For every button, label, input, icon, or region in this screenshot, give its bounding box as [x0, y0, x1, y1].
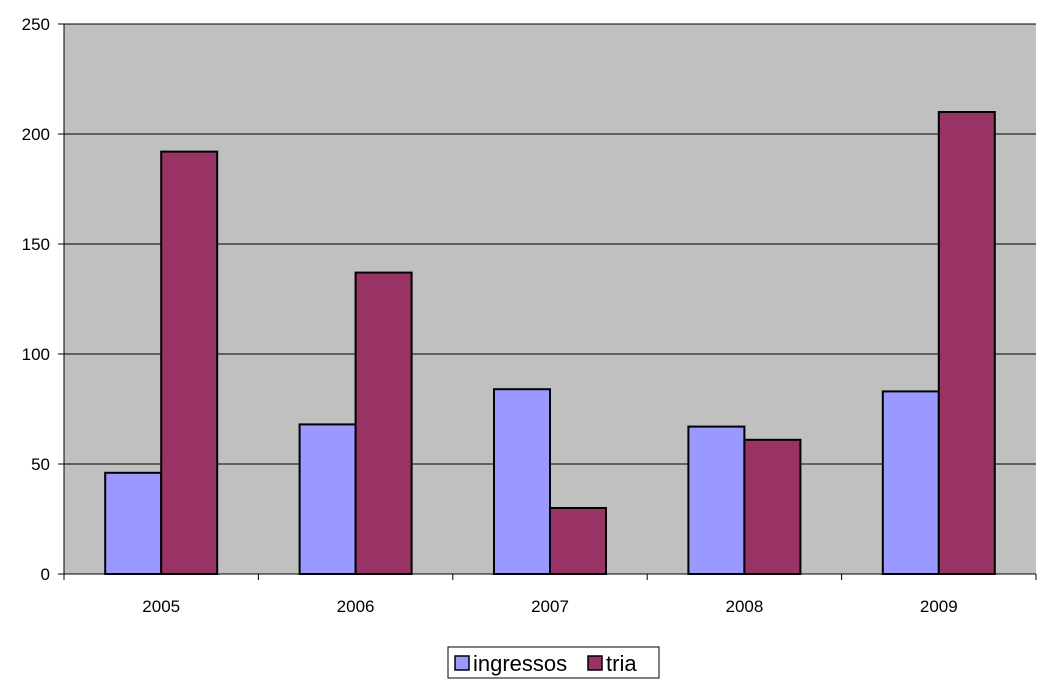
- bar-ingressos-2006: [300, 424, 356, 574]
- bar-tria-2006: [356, 273, 412, 574]
- x-tick-label: 2005: [142, 597, 180, 616]
- y-tick-label: 0: [41, 565, 50, 584]
- legend-label-ingressos: ingressos: [473, 651, 567, 676]
- bar-tria-2009: [939, 112, 995, 574]
- legend-swatch-ingressos: [455, 656, 469, 670]
- x-tick-label: 2009: [920, 597, 958, 616]
- x-tick-label: 2006: [337, 597, 375, 616]
- bar-ingressos-2005: [105, 473, 161, 574]
- y-tick-label: 250: [22, 15, 50, 34]
- legend-swatch-tria: [588, 656, 602, 670]
- y-tick-label: 200: [22, 125, 50, 144]
- bar-tria-2008: [744, 440, 800, 574]
- y-tick-label: 100: [22, 345, 50, 364]
- x-tick-label: 2008: [725, 597, 763, 616]
- bar-ingressos-2007: [494, 389, 550, 574]
- y-axis-tick-labels: 0 50 100 150 200 250: [22, 15, 50, 584]
- bar-ingressos-2008: [688, 427, 744, 574]
- bar-ingressos-2009: [883, 391, 939, 574]
- bar-tria-2005: [161, 152, 217, 574]
- x-tick-label: 2007: [531, 597, 569, 616]
- y-tick-label: 50: [31, 455, 50, 474]
- x-axis-tick-labels: 2005 2006 2007 2008 2009: [142, 597, 957, 616]
- y-tick-label: 150: [22, 235, 50, 254]
- legend-label-tria: tria: [606, 651, 637, 676]
- legend: ingressos tria: [448, 647, 659, 678]
- bar-tria-2007: [550, 508, 606, 574]
